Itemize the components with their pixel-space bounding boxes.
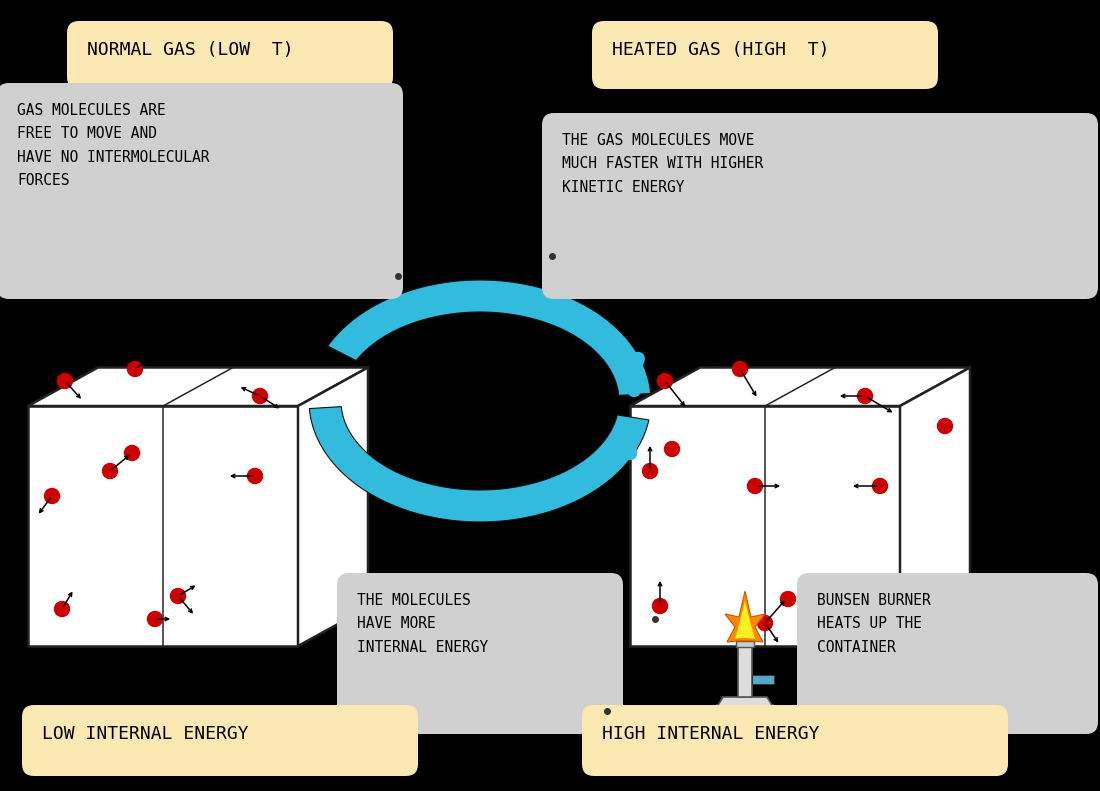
Circle shape — [652, 599, 668, 614]
Circle shape — [642, 464, 658, 479]
Text: THE MOLECULES
HAVE MORE
INTERNAL ENERGY: THE MOLECULES HAVE MORE INTERNAL ENERGY — [358, 593, 488, 655]
FancyBboxPatch shape — [67, 21, 393, 89]
Circle shape — [170, 589, 186, 604]
Bar — [736, 641, 754, 647]
Circle shape — [248, 468, 263, 483]
Circle shape — [44, 489, 59, 504]
Circle shape — [758, 615, 772, 630]
Polygon shape — [710, 705, 780, 721]
Polygon shape — [717, 697, 773, 707]
Bar — [738, 642, 752, 697]
Circle shape — [55, 601, 69, 616]
Polygon shape — [309, 407, 649, 522]
Text: BUNSEN BURNER
HEATS UP THE
CONTAINER: BUNSEN BURNER HEATS UP THE CONTAINER — [817, 593, 931, 655]
Circle shape — [658, 373, 672, 388]
Text: GAS MOLECULES ARE
FREE TO MOVE AND
HAVE NO INTERMOLECULAR
FORCES: GAS MOLECULES ARE FREE TO MOVE AND HAVE … — [16, 103, 209, 188]
Circle shape — [748, 479, 762, 494]
Polygon shape — [28, 406, 298, 646]
Circle shape — [253, 388, 267, 403]
FancyBboxPatch shape — [798, 573, 1098, 734]
Polygon shape — [328, 280, 651, 396]
FancyBboxPatch shape — [337, 573, 623, 734]
FancyBboxPatch shape — [22, 705, 418, 776]
Circle shape — [128, 361, 143, 377]
Polygon shape — [900, 368, 970, 646]
Text: LOW INTERNAL ENERGY: LOW INTERNAL ENERGY — [42, 725, 249, 743]
Circle shape — [872, 479, 888, 494]
Circle shape — [733, 361, 748, 377]
Circle shape — [781, 592, 795, 607]
Circle shape — [57, 373, 73, 388]
FancyBboxPatch shape — [0, 83, 403, 299]
FancyBboxPatch shape — [542, 113, 1098, 299]
Polygon shape — [725, 591, 764, 642]
Circle shape — [102, 464, 118, 479]
Circle shape — [664, 441, 680, 456]
Polygon shape — [630, 368, 970, 406]
FancyBboxPatch shape — [582, 705, 1008, 776]
Polygon shape — [630, 406, 900, 646]
FancyBboxPatch shape — [592, 21, 938, 89]
Circle shape — [147, 611, 163, 626]
Text: HEATED GAS (HIGH  T): HEATED GAS (HIGH T) — [612, 41, 829, 59]
Circle shape — [937, 418, 953, 433]
Text: NORMAL GAS (LOW  T): NORMAL GAS (LOW T) — [87, 41, 294, 59]
Polygon shape — [28, 368, 368, 406]
Text: THE GAS MOLECULES MOVE
MUCH FASTER WITH HIGHER
KINETIC ENERGY: THE GAS MOLECULES MOVE MUCH FASTER WITH … — [562, 133, 763, 195]
Circle shape — [858, 388, 872, 403]
Polygon shape — [735, 601, 755, 639]
Text: HIGH INTERNAL ENERGY: HIGH INTERNAL ENERGY — [602, 725, 820, 743]
Bar — [752, 675, 774, 684]
Polygon shape — [298, 368, 368, 646]
Circle shape — [124, 445, 140, 460]
